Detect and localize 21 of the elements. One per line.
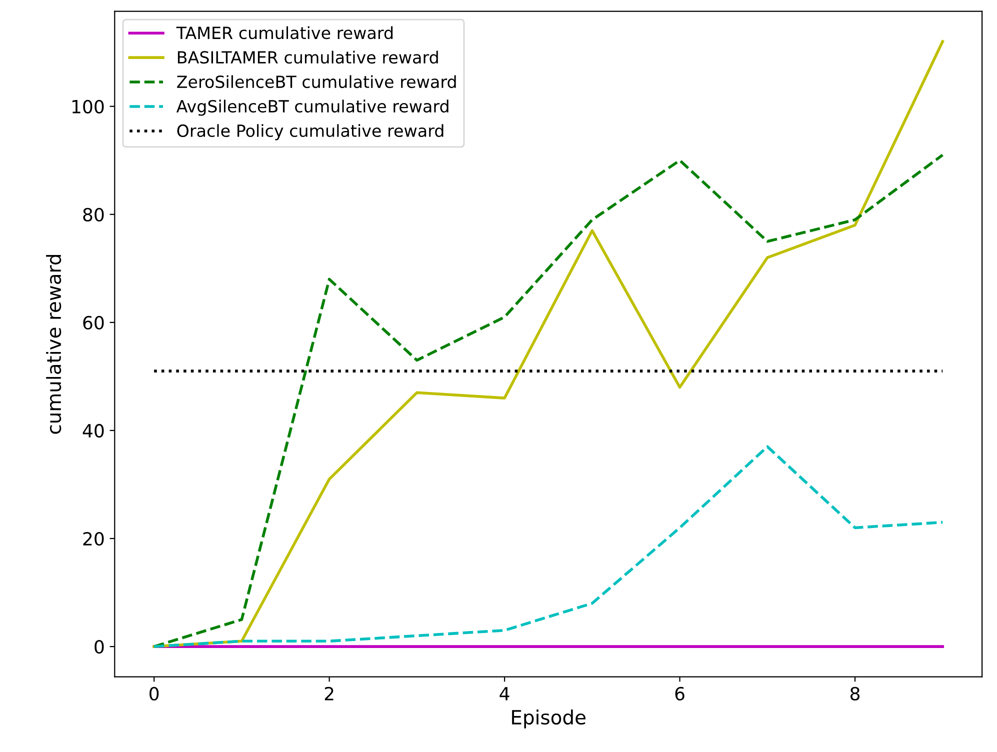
legend-label: Oracle Policy cumulative reward [177, 124, 444, 140]
y-tick-label: 100 [72, 100, 104, 114]
x-tick-label: 8 [850, 686, 860, 700]
x-tick-label: 6 [675, 686, 684, 700]
y-tick-label: 20 [83, 532, 104, 546]
line-series [152, 40, 944, 648]
y-tick-label: 60 [83, 316, 104, 330]
legend-label: ZeroSilenceBT cumulative reward [177, 75, 456, 88]
y-axis-title: cumulative reward [46, 255, 62, 434]
legend-label: BASILTAMER cumulative reward [178, 50, 438, 64]
line-series [152, 445, 944, 648]
x-axis-title: Episode [512, 710, 586, 728]
x-tick-label: 0 [150, 686, 159, 700]
x-tick-label: 2 [324, 686, 334, 700]
y-tick-label: 80 [83, 208, 104, 222]
y-tick-label: 0 [94, 640, 104, 654]
y-tick-label: 40 [82, 424, 104, 438]
legend-label: AvgSilenceBT cumulative reward [176, 100, 448, 116]
legend-label: TAMER cumulative reward [176, 26, 393, 40]
x-tick-label: 4 [500, 687, 510, 700]
line-series [152, 154, 944, 648]
